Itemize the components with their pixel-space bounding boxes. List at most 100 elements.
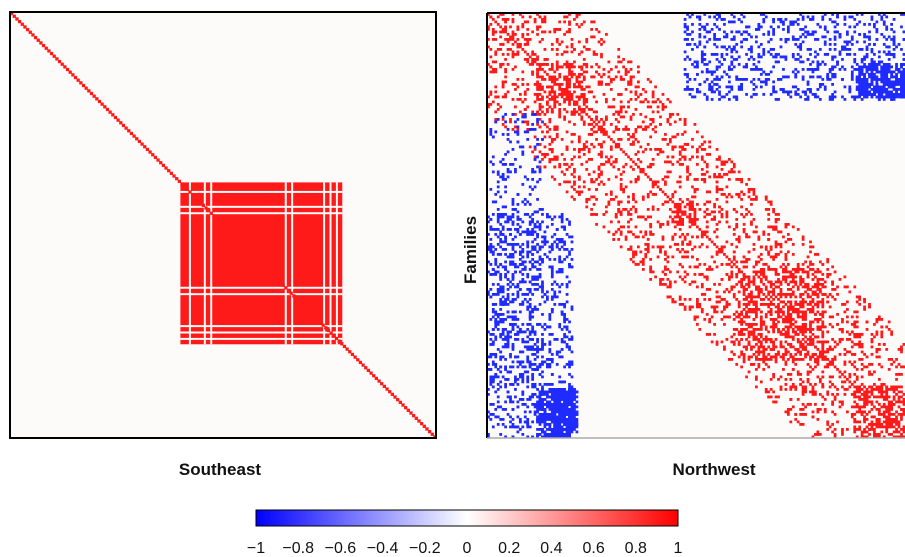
northwest-cell: [809, 75, 812, 79]
northwest-cell: [661, 105, 665, 109]
northwest-cell: [681, 163, 685, 166]
northwest-cell: [725, 85, 729, 89]
northwest-cell: [737, 305, 741, 309]
northwest-cell: [887, 328, 891, 331]
northwest-cell: [764, 295, 768, 299]
northwest-cell: [752, 303, 756, 306]
northwest-cell: [816, 285, 820, 289]
northwest-cell: [491, 413, 495, 416]
northwest-cell: [673, 215, 677, 219]
northwest-cell: [799, 383, 803, 386]
northwest-cell: [501, 408, 505, 411]
northwest-cell: [764, 338, 768, 341]
northwest-cell: [769, 93, 773, 96]
northwest-cell: [887, 410, 891, 414]
northwest-cell: [705, 268, 709, 271]
southeast-diagonal-cell: [76, 78, 80, 82]
northwest-cell: [506, 270, 510, 274]
northwest-cell: [845, 378, 849, 381]
northwest-cell: [511, 423, 515, 426]
northwest-cell: [750, 363, 753, 366]
northwest-cell: [627, 155, 630, 159]
northwest-cell: [885, 25, 889, 29]
northwest-cell: [703, 25, 707, 29]
northwest-cell: [826, 393, 830, 396]
northwest-cell: [696, 15, 699, 19]
northwest-cell: [877, 410, 881, 414]
northwest-cell: [732, 250, 736, 254]
northwest-cell: [723, 315, 726, 319]
northwest-cell: [656, 110, 660, 114]
northwest-cell: [880, 390, 884, 394]
northwest-cell: [732, 255, 736, 259]
northwest-cell: [747, 333, 751, 336]
northwest-cell: [885, 38, 889, 41]
northwest-cell: [828, 305, 832, 309]
northwest-cell: [668, 245, 672, 249]
northwest-cell: [841, 330, 844, 334]
northwest-cell: [523, 345, 527, 349]
northwest-cell: [752, 63, 756, 66]
northwest-cell: [521, 433, 525, 436]
northwest-cell: [794, 308, 798, 311]
northwest-cell: [882, 343, 886, 346]
northwest-cell: [831, 375, 834, 379]
northwest-cell: [814, 403, 817, 406]
northwest-cell: [873, 395, 876, 399]
northwest-cell: [725, 213, 729, 216]
northwest-cell: [536, 75, 539, 79]
northwest-cell: [828, 360, 832, 364]
northwest-cell: [782, 275, 785, 279]
northwest-cell: [536, 250, 539, 254]
northwest-cell: [565, 93, 569, 96]
northwest-cell: [573, 123, 576, 126]
northwest-cell: [548, 265, 552, 269]
northwest-cell: [814, 318, 817, 321]
northwest-cell: [855, 333, 859, 336]
northwest-cell: [747, 340, 751, 344]
northwest-cell: [745, 275, 748, 279]
northwest-cell: [759, 68, 763, 71]
northwest-cell: [735, 283, 739, 286]
northwest-cell: [563, 225, 566, 229]
northwest-cell: [550, 248, 554, 251]
northwest-cell: [550, 273, 554, 276]
northwest-cell: [821, 18, 825, 21]
northwest-cell: [676, 243, 680, 246]
northwest-cell: [543, 415, 547, 419]
northwest-cell: [713, 333, 716, 336]
southeast-diagonal-cell: [388, 390, 392, 394]
northwest-cell: [789, 293, 793, 296]
northwest-cell: [526, 105, 530, 109]
northwest-cell: [587, 188, 591, 191]
northwest-cell: [887, 388, 891, 391]
northwest-cell: [833, 340, 837, 344]
northwest-cell: [617, 168, 621, 171]
northwest-cell: [740, 310, 744, 314]
northwest-cell: [806, 270, 810, 274]
northwest-cell: [860, 363, 864, 366]
northwest-cell: [541, 68, 544, 71]
northwest-cell: [555, 100, 559, 104]
northwest-cell: [644, 255, 648, 259]
northwest-cell: [651, 233, 655, 236]
northwest-cell: [550, 98, 554, 101]
northwest-cell: [732, 228, 736, 231]
northwest-cell: [700, 50, 704, 54]
northwest-cell: [504, 265, 507, 269]
northwest-cell: [577, 148, 581, 151]
northwest-cell: [523, 265, 527, 269]
northwest-cell: [890, 400, 894, 404]
northwest-cell: [836, 420, 839, 424]
northwest-cell: [814, 283, 817, 286]
northwest-cell: [506, 48, 510, 51]
northwest-cell: [782, 358, 785, 361]
northwest-cell: [740, 198, 744, 201]
northwest-cell: [528, 55, 532, 59]
northwest-cell: [855, 23, 859, 26]
southeast-diagonal-cell: [342, 344, 347, 349]
northwest-cell: [747, 330, 751, 334]
northwest-cell: [555, 125, 559, 129]
northwest-cell: [730, 273, 734, 276]
northwest-cell: [634, 250, 638, 254]
